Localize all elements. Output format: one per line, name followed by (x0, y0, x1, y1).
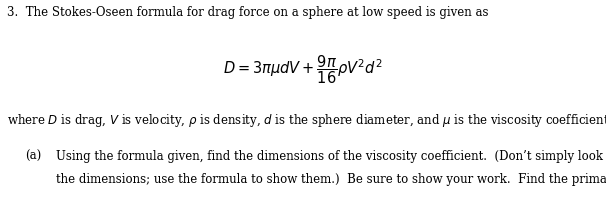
Text: (a): (a) (25, 150, 42, 163)
Text: where $D$ is drag, $V$ is velocity, $\rho$ is density, $d$ is the sphere diamete: where $D$ is drag, $V$ is velocity, $\rh… (7, 112, 606, 129)
Text: 3.  The Stokes-Oseen formula for drag force on a sphere at low speed is given as: 3. The Stokes-Oseen formula for drag for… (7, 6, 489, 19)
Text: $D = 3\pi\mu dV + \dfrac{9\pi}{16}\rho V^2 d^2$: $D = 3\pi\mu dV + \dfrac{9\pi}{16}\rho V… (223, 53, 383, 86)
Text: Using the formula given, find the dimensions of the viscosity coefficient.  (Don: Using the formula given, find the dimens… (56, 150, 606, 163)
Text: the dimensions; use the formula to show them.)  Be sure to show your work.  Find: the dimensions; use the formula to show … (56, 173, 606, 186)
